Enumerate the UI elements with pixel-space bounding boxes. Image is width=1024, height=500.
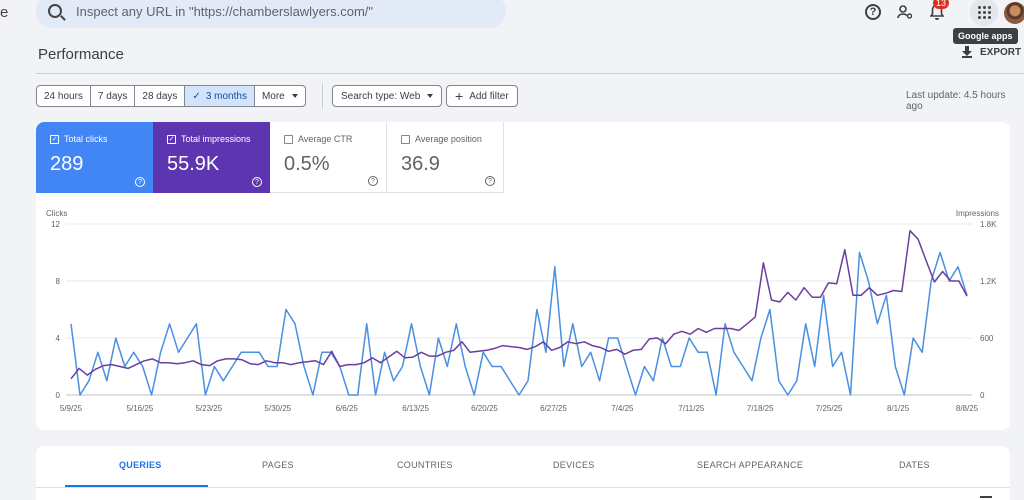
series-line-impressions	[70, 229, 968, 380]
checkbox-unchecked-icon[interactable]	[401, 134, 410, 144]
x-tick-label: 8/1/25	[887, 404, 910, 413]
help-icon[interactable]: ?	[865, 4, 881, 20]
search-icon	[48, 4, 62, 18]
x-tick-label: 5/9/25	[60, 404, 83, 413]
manage-users-icon[interactable]	[896, 3, 914, 21]
clicks-axis-label: Clicks	[46, 209, 67, 218]
help-icon[interactable]: ?	[368, 176, 378, 186]
add-filter-button[interactable]: + Add filter	[446, 85, 518, 107]
left-tick-label: 12	[51, 220, 60, 229]
x-tick-label: 6/13/25	[402, 404, 429, 413]
checkbox-checked-icon[interactable]: ✓	[167, 134, 176, 144]
x-tick-label: 8/8/25	[956, 404, 979, 413]
notifications-count-badge: 13	[933, 0, 950, 9]
metric-card-total-impressions[interactable]: ✓ Total impressions 55.9K ?	[153, 122, 270, 193]
last-update-text: Last update: 4.5 hours ago	[906, 90, 1006, 112]
export-button[interactable]: EXPORT	[962, 46, 1021, 58]
active-tab-indicator	[65, 485, 208, 487]
url-inspection-input[interactable]	[76, 3, 476, 19]
right-tick-label: 1.8K	[980, 220, 997, 229]
range-more-dropdown[interactable]: More	[255, 86, 305, 106]
x-tick-label: 6/27/25	[540, 404, 567, 413]
x-tick-label: 7/11/25	[678, 404, 705, 413]
tab-dates[interactable]: DATES	[899, 460, 930, 470]
impressions-axis-label: Impressions	[956, 209, 999, 218]
export-label: EXPORT	[980, 46, 1022, 58]
right-tick-label: 1.2K	[980, 277, 997, 286]
checkmark-icon: ✓	[192, 90, 201, 102]
search-type-dropdown[interactable]: Search type: Web	[332, 85, 443, 107]
checkbox-checked-icon[interactable]: ✓	[50, 134, 59, 144]
left-tick-label: 4	[56, 334, 61, 343]
x-tick-label: 6/6/25	[336, 404, 359, 413]
help-icon[interactable]: ?	[252, 177, 262, 187]
x-tick-label: 5/30/25	[264, 404, 291, 413]
x-tick-label: 7/4/25	[611, 404, 634, 413]
tab-search-appearance[interactable]: SEARCH APPEARANCE	[697, 460, 804, 470]
tab-countries[interactable]: COUNTRIES	[397, 460, 453, 470]
tab-pages[interactable]: PAGES	[262, 460, 294, 470]
header-divider	[36, 73, 1024, 74]
right-tick-label: 600	[980, 334, 994, 343]
dropdown-caret-icon	[291, 94, 298, 98]
metric-card-total-clicks[interactable]: ✓ Total clicks 289 ?	[36, 122, 153, 193]
range-28-days[interactable]: 28 days	[135, 86, 186, 106]
date-range-selector: 24 hours 7 days 28 days ✓ 3 months More	[36, 85, 306, 107]
performance-chart-panel: ✓ Total clicks 289 ? ✓ Total impressions 5…	[36, 122, 1010, 430]
tab-devices[interactable]: DEVICES	[553, 460, 595, 470]
page-title: Performance	[38, 46, 124, 63]
x-tick-label: 7/18/25	[747, 404, 774, 413]
total-impressions-value: 55.9K	[167, 153, 220, 175]
x-tick-label: 5/16/25	[127, 404, 154, 413]
average-ctr-value: 0.5%	[284, 153, 330, 175]
google-apps-tooltip: Google apps	[953, 28, 1018, 44]
dropdown-caret-icon	[427, 94, 434, 98]
x-tick-label: 5/23/25	[195, 404, 222, 413]
help-icon[interactable]: ?	[485, 176, 495, 186]
sidebar-edge-text: e	[0, 4, 9, 21]
range-24-hours[interactable]: 24 hours	[37, 86, 91, 106]
url-inspection-search-bar[interactable]	[36, 0, 506, 28]
dimension-tabs: QUERIES PAGES COUNTRIES DEVICES SEARCH A…	[36, 446, 1010, 500]
performance-line-chart[interactable]: Clicks Impressions 12 1.8K 8 1.2K 4 600 0 0 5/9/25…	[36, 202, 1010, 418]
filter-divider	[322, 83, 323, 109]
range-7-days[interactable]: 7 days	[91, 86, 136, 106]
account-avatar[interactable]	[1004, 2, 1024, 24]
filter-rows-icon[interactable]	[980, 496, 992, 498]
plus-icon: +	[455, 88, 464, 104]
tabs-divider	[36, 487, 1010, 488]
left-tick-label: 8	[56, 277, 61, 286]
metric-card-average-ctr[interactable]: Average CTR 0.5% ?	[270, 122, 387, 193]
help-icon[interactable]: ?	[135, 177, 145, 187]
metric-card-average-position[interactable]: Average position 36.9 ?	[387, 122, 504, 193]
range-3-months[interactable]: ✓ 3 months	[185, 86, 255, 106]
x-tick-label: 6/20/25	[471, 404, 498, 413]
series-line-clicks	[70, 251, 968, 396]
google-apps-icon[interactable]	[970, 0, 998, 26]
total-clicks-value: 289	[50, 153, 84, 175]
checkbox-unchecked-icon[interactable]	[284, 134, 293, 144]
average-position-value: 36.9	[401, 153, 440, 175]
download-icon	[962, 46, 972, 58]
left-tick-label: 0	[56, 391, 61, 400]
x-tick-label: 7/25/25	[816, 404, 843, 413]
right-tick-label: 0	[980, 391, 985, 400]
tab-queries[interactable]: QUERIES	[119, 460, 162, 470]
